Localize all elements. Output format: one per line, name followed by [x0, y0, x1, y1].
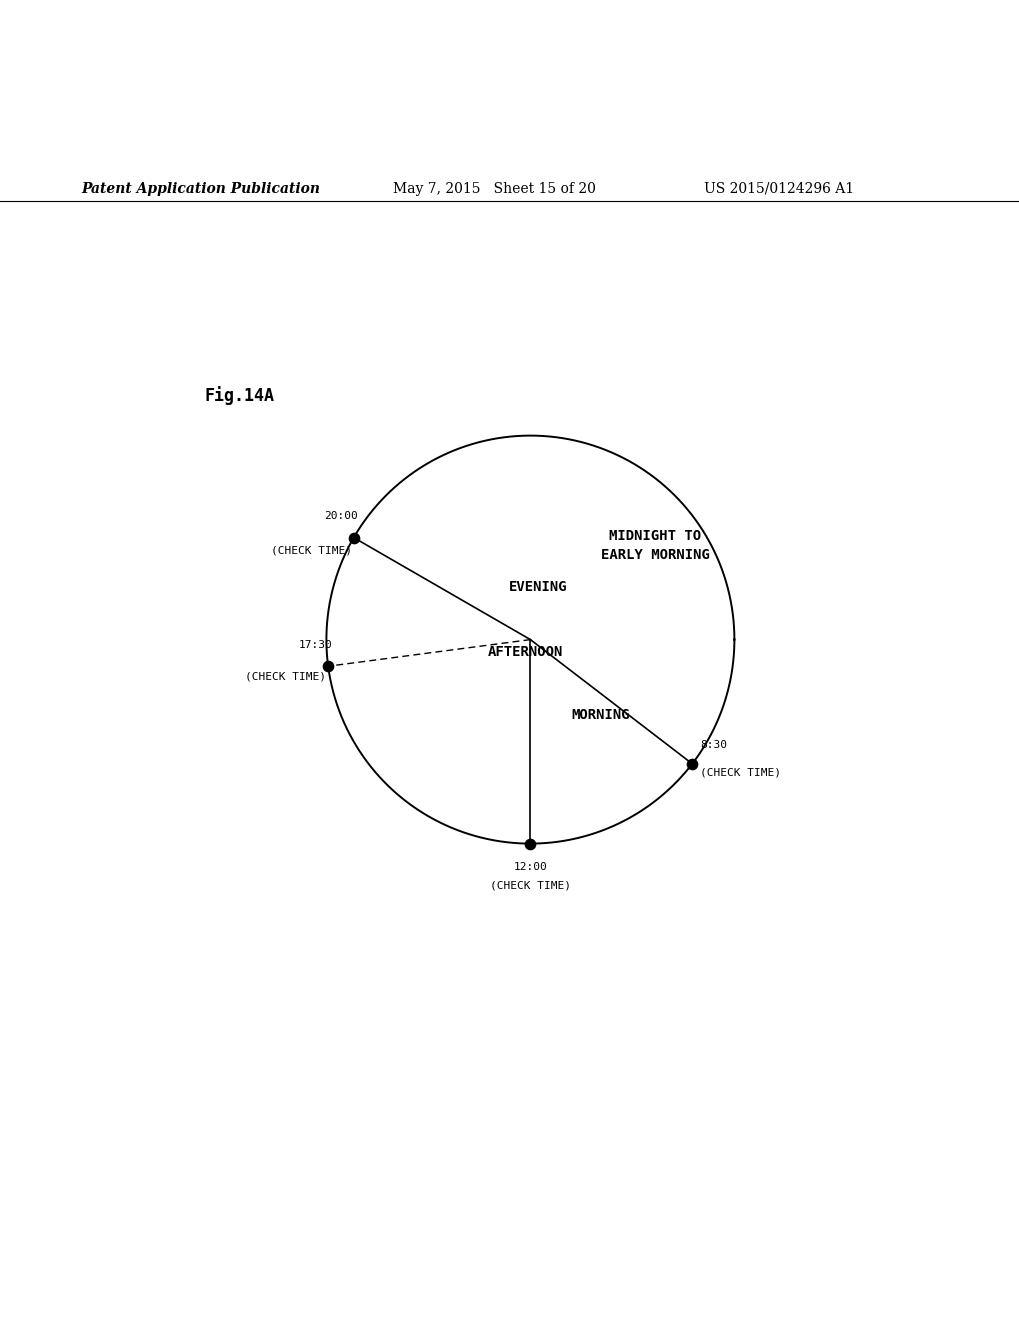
- Text: 17:30: 17:30: [299, 640, 332, 649]
- Text: May 7, 2015   Sheet 15 of 20: May 7, 2015 Sheet 15 of 20: [392, 182, 595, 195]
- Point: [684, 754, 700, 775]
- Text: (CHECK TIME): (CHECK TIME): [489, 880, 571, 890]
- Text: Patent Application Publication: Patent Application Publication: [82, 182, 320, 195]
- Text: (CHECK TIME): (CHECK TIME): [700, 768, 781, 777]
- Text: 12:00: 12:00: [513, 862, 547, 873]
- Text: MIDNIGHT TO
EARLY MORNING: MIDNIGHT TO EARLY MORNING: [600, 529, 709, 561]
- Text: AFTERNOON: AFTERNOON: [487, 645, 562, 659]
- Point: [345, 527, 362, 548]
- Text: MORNING: MORNING: [572, 708, 630, 722]
- Point: [320, 656, 336, 677]
- Text: (CHECK TIME): (CHECK TIME): [270, 545, 352, 556]
- Text: 8:30: 8:30: [700, 739, 727, 750]
- Text: 20:00: 20:00: [324, 511, 358, 521]
- Text: Fig.14A: Fig.14A: [204, 385, 274, 405]
- Text: (CHECK TIME): (CHECK TIME): [245, 672, 326, 681]
- Text: US 2015/0124296 A1: US 2015/0124296 A1: [703, 182, 853, 195]
- Point: [522, 833, 538, 854]
- Text: EVENING: EVENING: [508, 581, 567, 594]
